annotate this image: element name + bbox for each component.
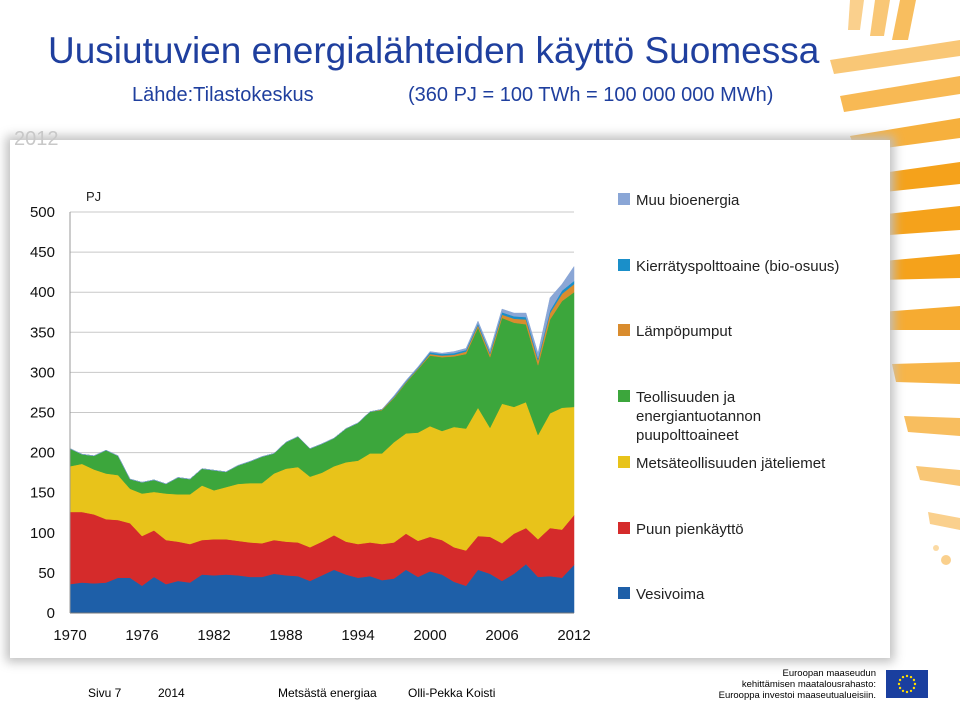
legend-swatch: [618, 259, 630, 271]
legend-label: Puun pienkäyttö: [636, 521, 744, 538]
legend-swatch: [618, 522, 630, 534]
eu-text-line1: Euroopan maaseudun: [782, 668, 877, 679]
legend-swatch: [618, 324, 630, 336]
y-tick-label: 250: [30, 405, 55, 422]
legend-label: puupolttoaineet: [636, 427, 739, 444]
footer-topic: Metsästä energiaa: [278, 686, 377, 700]
y-tick-label: 450: [30, 244, 55, 261]
legend-swatch: [618, 456, 630, 468]
x-tick-label: 1970: [53, 627, 86, 644]
eu-flag-logo: [886, 670, 928, 698]
chart-year-tag: 2012: [14, 128, 59, 150]
legend-label: Metsäteollisuuden jäteliemet: [636, 455, 826, 472]
eu-text-line3: Eurooppa investoi maaseutualueisiin.: [718, 690, 876, 701]
legend-label: Vesivoima: [636, 586, 705, 603]
y-tick-label: 200: [30, 445, 55, 462]
x-tick-label: 2000: [413, 627, 446, 644]
footer-year: 2014: [158, 686, 185, 700]
y-tick-label: 100: [30, 525, 55, 542]
series-area: [69, 265, 575, 485]
legend-label: Kierrätyspolttoaine (bio-osuus): [636, 258, 839, 275]
legend: Muu bioenergia Kierrätyspolttoaine (bio-o…: [618, 192, 839, 603]
x-tick-label: 1982: [197, 627, 230, 644]
legend-label: Lämpöpumput: [636, 323, 733, 340]
legend-label: Teollisuuden ja: [636, 389, 736, 406]
eu-text-line2: kehittämisen maatalousrahasto:: [741, 679, 876, 690]
y-tick-label: 350: [30, 324, 55, 341]
x-tick-label: 1976: [125, 627, 158, 644]
y-tick-label: 300: [30, 364, 55, 381]
legend-swatch: [618, 193, 630, 205]
y-tick-label: 500: [30, 204, 55, 221]
legend-swatch: [618, 390, 630, 402]
y-tick-label: 0: [47, 605, 55, 622]
legend-swatch: [618, 587, 630, 599]
series-area: [69, 401, 575, 551]
x-tick-label: 1988: [269, 627, 302, 644]
eu-stars-icon: [897, 674, 917, 694]
y-axis-label: PJ: [86, 189, 101, 204]
axes: 0 50 100 150 200 250 300 350 400 450 500 1970 1976 19…: [30, 204, 591, 644]
eu-funding-text: Euroopan maaseudun kehittämisen maatalou…: [716, 668, 876, 701]
y-tick-label: 50: [38, 565, 55, 582]
y-tick-label: 400: [30, 284, 55, 301]
decorative-swoosh: [830, 0, 960, 565]
footer-author: Olli-Pekka Koisti: [408, 686, 496, 700]
x-tick-label: 2006: [485, 627, 518, 644]
area-series-layer: [69, 265, 575, 614]
x-tick-label: 2012: [557, 627, 590, 644]
footer-page-number: Sivu 7: [88, 686, 122, 700]
y-tick-label: 150: [30, 485, 55, 502]
page-title: Uusiutuvien energialähteiden käyttö Suom…: [48, 30, 820, 71]
legend-label: energiantuotannon: [636, 408, 761, 425]
unit-conversion-note: (360 PJ = 100 TWh = 100 000 000 MWh): [408, 84, 774, 106]
source-label: Lähde:Tilastokeskus: [132, 84, 314, 106]
legend-label: Muu bioenergia: [636, 192, 740, 209]
x-tick-label: 1994: [341, 627, 374, 644]
